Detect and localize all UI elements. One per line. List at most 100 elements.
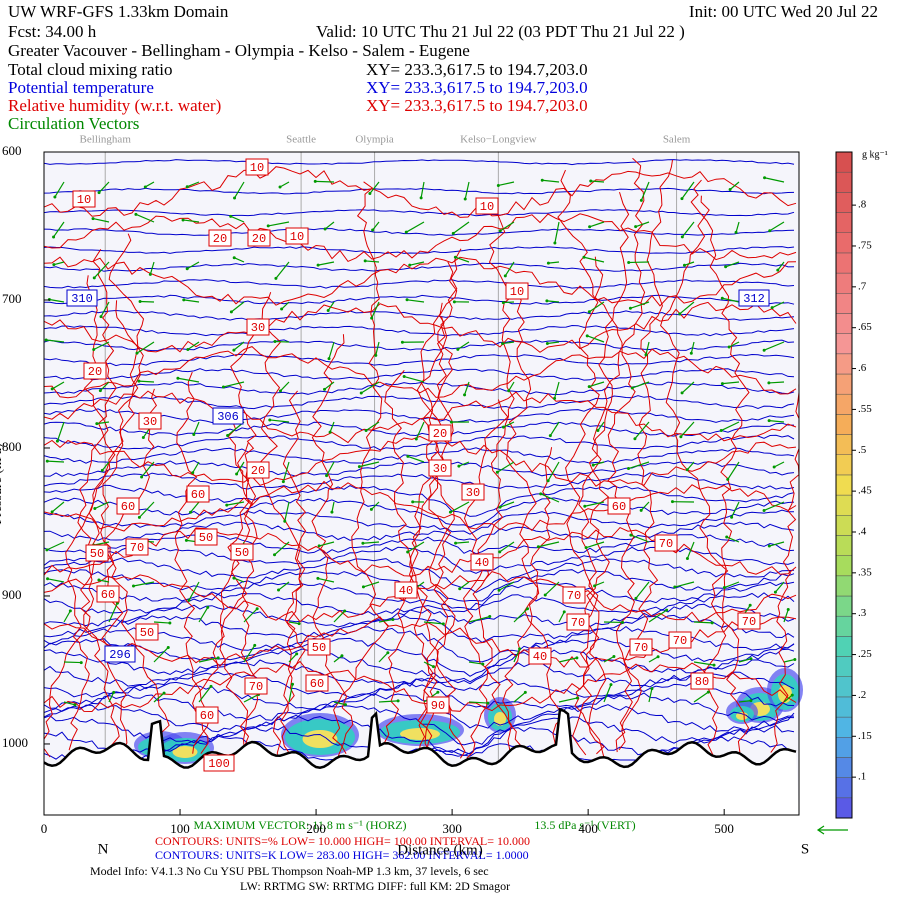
rh-contour xyxy=(104,388,170,755)
wind-vector-head xyxy=(456,347,460,351)
colorbar-segment xyxy=(835,293,853,314)
wind-vector xyxy=(99,381,110,392)
wind-vector-head xyxy=(630,386,634,390)
field-xy: XY= 233.3,617.5 to 194.7,203.0 xyxy=(366,96,588,115)
wind-vector-head xyxy=(453,255,457,259)
wind-vector-head xyxy=(612,655,616,659)
wind-vector-head xyxy=(143,185,147,189)
colorbar-tick-label: .8 xyxy=(858,199,867,211)
wind-vector xyxy=(92,218,110,223)
colorbar-segment xyxy=(835,595,853,617)
rh-label-box xyxy=(668,631,692,649)
wind-vector xyxy=(459,581,470,590)
wind-vector xyxy=(731,501,740,518)
rh-contour xyxy=(578,191,630,755)
wind-vector xyxy=(53,221,65,238)
wind-vector xyxy=(284,501,290,522)
wind-vector xyxy=(108,692,115,703)
wind-vector-head xyxy=(274,276,278,280)
colorbar-segment xyxy=(835,212,853,233)
wind-vector-head xyxy=(182,298,186,302)
wind-vector xyxy=(149,261,155,275)
colorbar-segment xyxy=(835,656,853,677)
wind-vector xyxy=(503,421,515,428)
wind-vector-head xyxy=(548,434,552,438)
theta-contour xyxy=(43,472,795,490)
wind-vector xyxy=(177,377,200,383)
colorbar-segment xyxy=(835,192,853,213)
wind-vector-head xyxy=(92,348,96,352)
terrain-line xyxy=(43,707,797,769)
wind-vector-head xyxy=(457,464,461,468)
wind-vector xyxy=(186,261,200,270)
colorbar-tick-label: .3 xyxy=(858,607,867,619)
wind-vector xyxy=(498,181,515,187)
wind-vector xyxy=(93,261,110,279)
rh-contour xyxy=(557,169,605,759)
forecast-hour: Fcst: 34.00 h xyxy=(8,22,97,41)
wind-vector xyxy=(63,610,71,623)
wind-vector xyxy=(138,501,155,518)
wind-vector-head xyxy=(609,683,613,687)
wind-vector xyxy=(329,421,335,433)
y-tick-label: 900 xyxy=(2,587,22,602)
wind-vector xyxy=(372,221,380,231)
wind-vector-head xyxy=(588,225,592,229)
wind-vector-head xyxy=(141,435,145,439)
wind-vector-head xyxy=(273,340,277,344)
wind-vector-head xyxy=(181,218,185,222)
theta-contour xyxy=(43,381,795,396)
rh-label: 60 xyxy=(612,500,626,514)
wind-vector xyxy=(630,301,650,309)
colorbar-segment xyxy=(835,373,853,395)
wind-vector-head xyxy=(255,607,259,611)
colorbar-tick-label: .15 xyxy=(858,730,872,742)
wind-vector xyxy=(728,341,740,348)
rh-label: 10 xyxy=(250,161,264,175)
wind-vector xyxy=(720,421,740,432)
colorbar-segment xyxy=(835,454,853,476)
colorbar-segment xyxy=(835,414,853,435)
rh-contour xyxy=(100,300,144,760)
wind-vector xyxy=(54,181,65,198)
wind-vector-head xyxy=(371,228,375,232)
rh-contour xyxy=(43,166,797,218)
wind-vector-head xyxy=(325,474,329,478)
wind-vector-head xyxy=(496,183,500,187)
wind-vector-head xyxy=(486,701,490,705)
rh-label: 70 xyxy=(130,541,144,555)
wind-vector-head xyxy=(673,585,677,589)
wind-vector-head xyxy=(68,609,72,613)
wind-vector-head xyxy=(497,588,501,592)
wind-vector xyxy=(558,611,565,623)
theta-contour xyxy=(43,209,795,217)
theta-contour xyxy=(43,434,795,451)
theta-contour xyxy=(43,659,795,687)
colorbar-segment xyxy=(835,272,853,294)
colorbar-tick-label: .5 xyxy=(858,444,867,456)
wind-vector xyxy=(603,684,612,703)
wind-vector-head xyxy=(192,433,196,437)
wind-vector-head xyxy=(361,541,365,545)
wind-vector-head xyxy=(316,263,320,267)
rh-label: 60 xyxy=(191,488,205,502)
wind-vector xyxy=(187,341,200,350)
theta-contour xyxy=(43,339,795,352)
wind-vector-head xyxy=(767,381,771,385)
wind-vector-head xyxy=(221,385,225,389)
theta-contour xyxy=(43,497,795,528)
wind-vector-head xyxy=(463,197,467,201)
wind-vector-head xyxy=(762,348,766,352)
wind-vector-head xyxy=(232,256,236,260)
wind-vector-head xyxy=(357,465,361,469)
rh-label-box xyxy=(72,190,96,208)
wind-vector-head xyxy=(402,375,406,379)
wind-vector xyxy=(138,380,155,383)
wind-vector-head xyxy=(343,609,347,613)
route: Greater Vacouver - Bellingham - Olympia … xyxy=(8,41,470,60)
wind-vector xyxy=(764,177,785,183)
wind-vector xyxy=(680,421,695,438)
wind-vector xyxy=(282,461,290,482)
wind-vector xyxy=(648,609,667,623)
x-tick-label: 300 xyxy=(442,821,462,836)
